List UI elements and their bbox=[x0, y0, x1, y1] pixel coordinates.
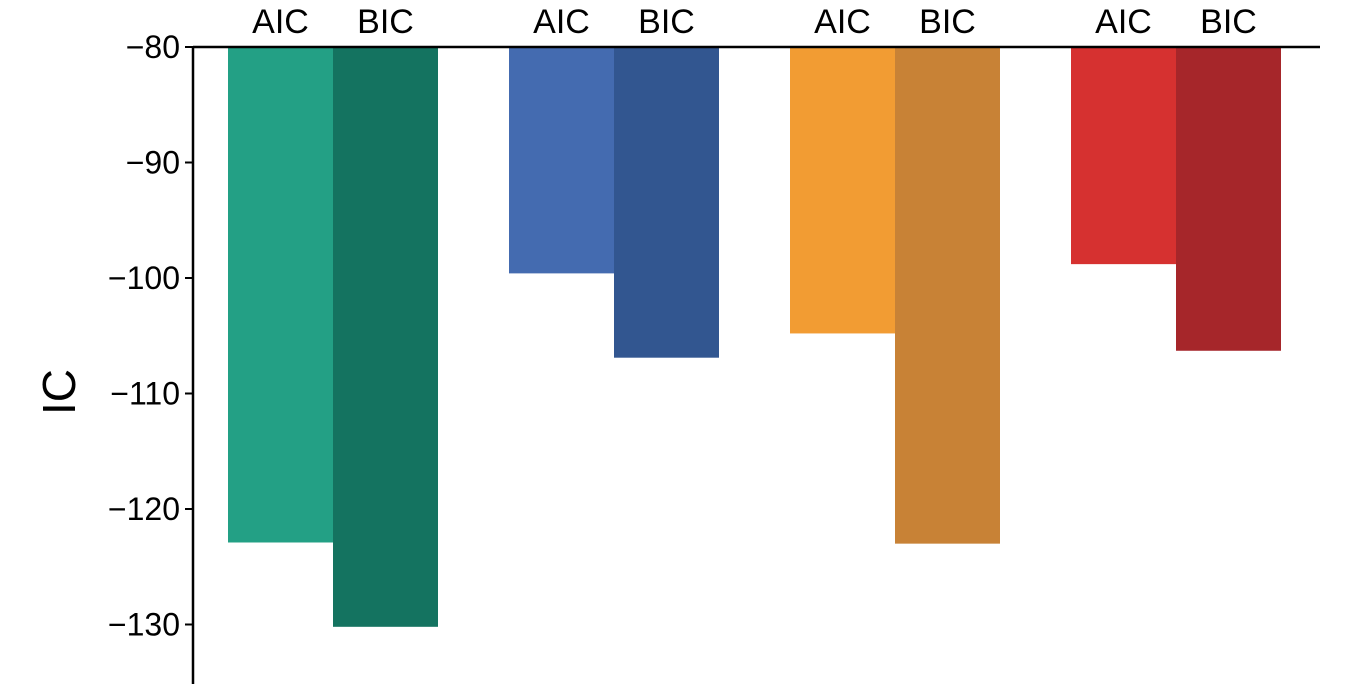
category-label-4-bic: BIC bbox=[1200, 3, 1257, 41]
bar-3-aic bbox=[790, 47, 895, 334]
y-tick-label: −100 bbox=[108, 260, 180, 296]
bar-1-bic bbox=[333, 47, 438, 627]
category-label-3-aic: AIC bbox=[814, 3, 871, 41]
bar-1-aic bbox=[228, 47, 333, 543]
category-label-3-bic: BIC bbox=[919, 3, 976, 41]
y-axis-title: IC bbox=[33, 369, 85, 415]
bars-layer bbox=[228, 47, 1281, 627]
category-label-1-bic: BIC bbox=[357, 3, 414, 41]
y-tick-label: −110 bbox=[110, 376, 180, 412]
category-label-4-aic: AIC bbox=[1095, 3, 1152, 41]
y-ticks: −80 −90 −100 −110 −120 −130 bbox=[108, 29, 193, 643]
category-label-2-aic: AIC bbox=[533, 3, 590, 41]
axes-layer bbox=[191, 45, 1320, 684]
y-tick-label: −80 bbox=[126, 29, 180, 65]
bar-2-aic bbox=[509, 47, 614, 274]
bar-4-bic bbox=[1176, 47, 1281, 351]
bar-4-aic bbox=[1071, 47, 1176, 265]
bar-3-bic bbox=[895, 47, 1000, 544]
y-tick-label: −120 bbox=[108, 491, 180, 527]
y-tick-label: −90 bbox=[126, 145, 180, 181]
category-label-1-aic: AIC bbox=[252, 3, 309, 41]
y-tick-label: −130 bbox=[108, 607, 180, 643]
bar-2-bic bbox=[614, 47, 719, 358]
category-labels: AIC BIC AIC BIC AIC BIC AIC BIC bbox=[252, 3, 1257, 41]
category-label-2-bic: BIC bbox=[638, 3, 695, 41]
